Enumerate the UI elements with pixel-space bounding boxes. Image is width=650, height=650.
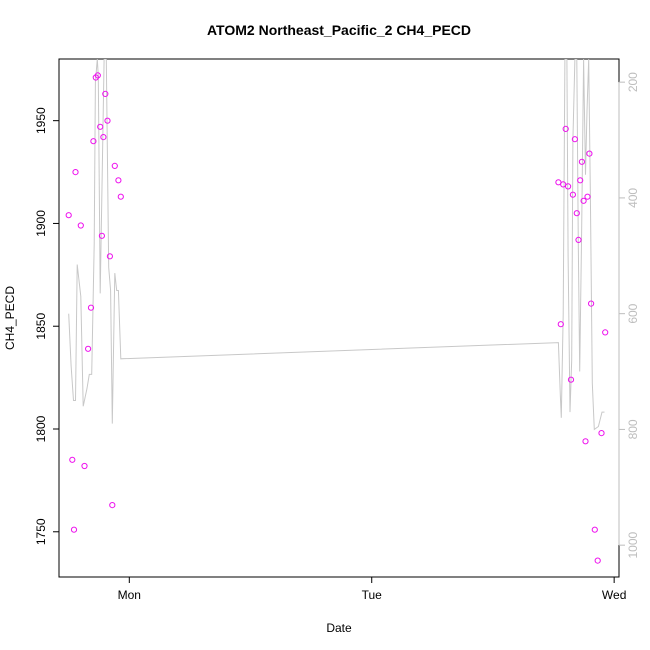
y-tick-label: 1900 (34, 210, 48, 237)
data-point (557, 321, 564, 328)
data-point (578, 158, 586, 165)
data-point (602, 329, 609, 336)
data-point (104, 117, 111, 124)
y-right-tick-label: 600 (626, 303, 640, 323)
data-point (573, 210, 580, 217)
data-point (94, 72, 101, 79)
data-point (584, 193, 591, 200)
x-axis-label: Date (326, 621, 352, 635)
y-tick-label: 1850 (34, 313, 48, 340)
y-tick-label: 1950 (34, 107, 48, 134)
data-point (577, 177, 584, 184)
data-point (582, 438, 589, 445)
y-tick-label: 1800 (34, 415, 48, 442)
axes-layer: Mon Tue Wed 1750 1800 1850 1900 1950 200 400 600 80… (34, 72, 640, 602)
data-point (81, 462, 88, 470)
data-point (72, 169, 79, 176)
data-point (70, 526, 78, 533)
data-point (580, 197, 587, 204)
y-tick-label: 1750 (34, 518, 48, 545)
data-point (575, 236, 582, 243)
data-point (87, 304, 95, 311)
points-layer (65, 72, 609, 564)
data-point (106, 253, 114, 260)
profile-line (68, 59, 605, 431)
plot-frame (58, 58, 620, 578)
data-point (567, 376, 575, 383)
y-right-tick-label: 400 (626, 188, 640, 208)
data-point (65, 212, 72, 219)
x-tick-label: Tue (362, 588, 383, 602)
data-point (69, 456, 76, 463)
data-point (102, 90, 109, 98)
data-point (117, 193, 124, 200)
data-point (111, 162, 118, 169)
data-point (109, 502, 116, 509)
x-tick-label: Wed (602, 588, 626, 602)
data-point (594, 557, 601, 564)
data-point (90, 138, 97, 145)
data-point (562, 125, 569, 132)
y-right-tick-label: 1000 (626, 531, 640, 558)
profile-line-layer (68, 59, 605, 431)
data-point (591, 526, 598, 533)
data-point (97, 123, 104, 130)
data-point (115, 177, 122, 184)
data-point (571, 136, 579, 143)
data-point (598, 430, 605, 437)
chart-title: ATOM2 Northeast_Pacific_2 CH4_PECD (207, 22, 471, 38)
data-point (565, 183, 572, 190)
y-right-tick-label: 200 (626, 72, 640, 92)
data-point (569, 191, 577, 198)
y-right-tick-label: 800 (626, 419, 640, 439)
data-point (586, 150, 593, 157)
data-point (588, 300, 595, 307)
data-point (77, 222, 84, 229)
x-tick-label: Mon (118, 588, 141, 602)
y-axis-label: CH4_PECD (3, 286, 17, 350)
data-point (100, 134, 107, 141)
data-point (85, 345, 92, 352)
data-point (98, 232, 106, 239)
